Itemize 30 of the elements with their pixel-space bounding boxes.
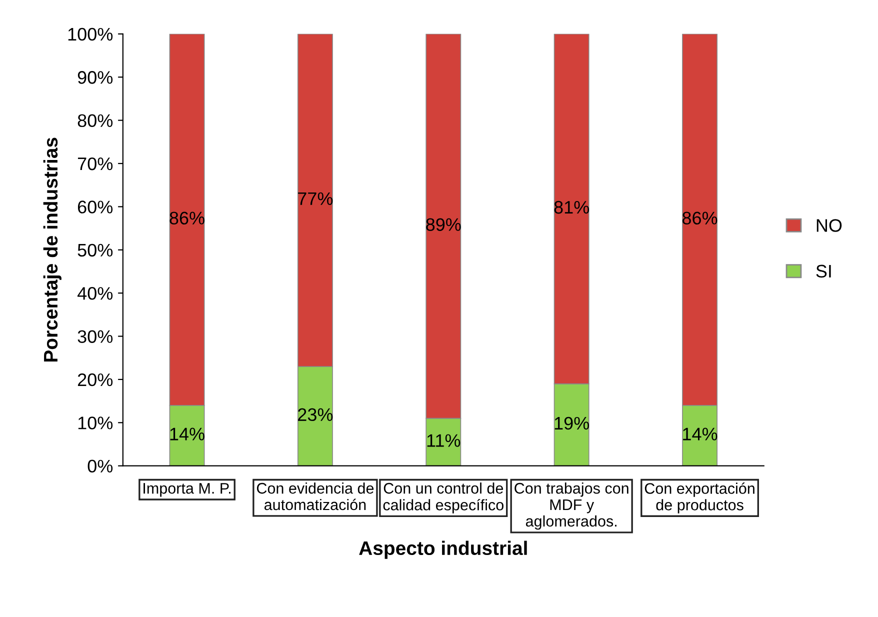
text: 86% xyxy=(682,212,718,224)
text: 19% xyxy=(554,416,590,430)
x-axis-title: Aspecto industrial xyxy=(359,540,527,559)
text: 77% xyxy=(298,192,333,205)
text: 14% xyxy=(683,428,718,440)
text: 23% xyxy=(298,408,333,422)
y-tick-label: 100% xyxy=(68,28,113,41)
text: 89% xyxy=(426,218,461,231)
y-axis-title: Porcentaje de industrias xyxy=(43,138,62,362)
x-tick-label: Importa M. P. xyxy=(144,483,230,497)
text: 81% xyxy=(554,200,590,214)
y-tick-label: 60% xyxy=(78,200,113,214)
text: 86% xyxy=(170,212,204,224)
x-tick-label: Con evidencia de automatización xyxy=(256,482,374,510)
y-tick-label: 20% xyxy=(78,373,113,386)
x-tick-label: Con trabajos con MDF y aglomerados. xyxy=(514,482,628,530)
y-tick-label: 80% xyxy=(78,114,113,128)
y-tick-label: 40% xyxy=(77,287,113,300)
y-tick-label: 10% xyxy=(78,416,113,430)
x-tick-label: Con un control de calidad específico xyxy=(383,482,504,514)
legend-label: NO xyxy=(816,219,842,232)
text: 11% xyxy=(427,434,460,447)
legend-label: SI xyxy=(816,264,831,278)
text: 14% xyxy=(170,428,204,440)
y-tick-label: 30% xyxy=(78,330,113,343)
y-tick-label: 90% xyxy=(78,71,113,84)
x-tick-label: Con exportación de productos xyxy=(644,482,754,514)
y-tick-label: 50% xyxy=(78,244,113,257)
y-tick-label: 70% xyxy=(78,157,113,170)
y-tick-label: 0% xyxy=(88,460,113,473)
